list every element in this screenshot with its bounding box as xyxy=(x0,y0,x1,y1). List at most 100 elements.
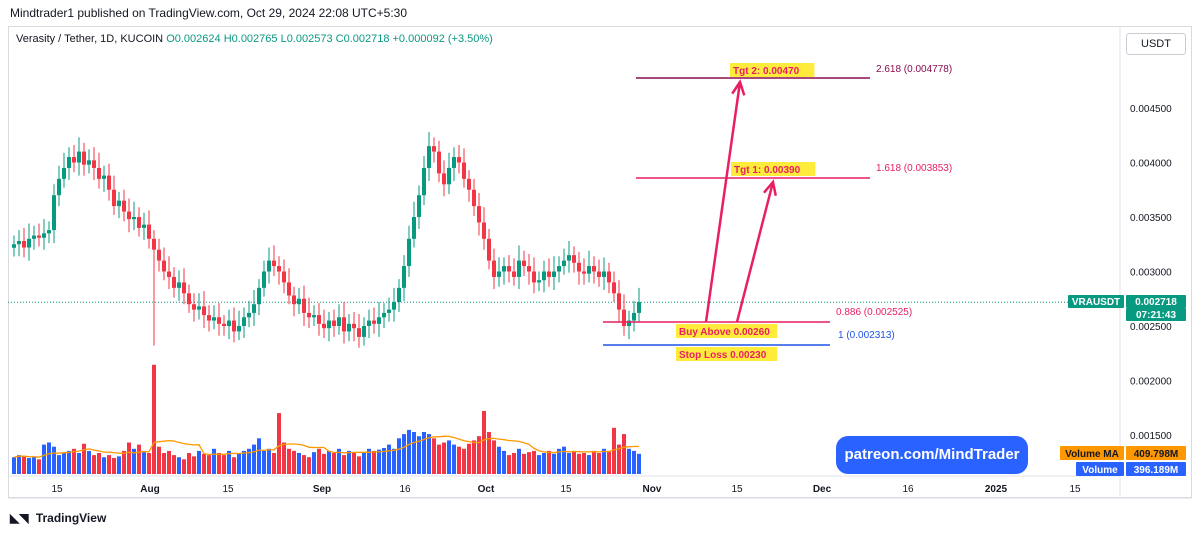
candle-body xyxy=(517,260,521,277)
candle-body xyxy=(17,240,21,245)
fib-level-label: 1.618 (0.003853) xyxy=(876,163,952,174)
candle-body xyxy=(32,235,36,239)
last-price-tag: 0.002718 xyxy=(1135,297,1177,308)
volume-bar xyxy=(217,453,221,474)
volume-bar xyxy=(602,448,606,474)
x-tick-label: 15 xyxy=(51,484,63,495)
publish-line: Mindtrader1 published on TradingView.com… xyxy=(10,6,408,20)
candle-body xyxy=(612,282,616,294)
brand-label: TradingView xyxy=(35,511,107,525)
volume-bar xyxy=(172,455,176,474)
target-arrow xyxy=(704,81,742,323)
candle-body xyxy=(102,175,106,179)
volume-bar xyxy=(362,452,366,474)
volume-bar xyxy=(572,450,576,474)
candle-body xyxy=(187,293,191,305)
candle-body xyxy=(482,222,486,239)
volume-bar xyxy=(62,453,66,474)
volume-bar xyxy=(562,446,566,474)
target-arrow xyxy=(735,181,775,323)
volume-label: Volume xyxy=(1082,465,1118,476)
candle-body xyxy=(357,328,361,337)
candle-body xyxy=(502,266,506,272)
candle-body xyxy=(497,271,501,277)
volume-bar xyxy=(12,457,16,474)
volume-value-bg xyxy=(1126,462,1186,476)
price-tick-label: 0.003000 xyxy=(1130,268,1172,279)
annotation-tgt1: Tgt 1: 0.00390 xyxy=(734,165,801,176)
annotation-tgt2: Tgt 2: 0.00470 xyxy=(733,66,800,77)
volume-bar xyxy=(632,450,636,474)
volume-bar xyxy=(357,456,361,474)
price-tick-label: 0.003500 xyxy=(1130,213,1172,224)
volume-bar xyxy=(447,440,451,474)
candle-body xyxy=(42,233,46,238)
annotation-buy: Buy Above 0.00260 xyxy=(679,327,770,338)
volume-bar xyxy=(287,448,291,474)
candle-body xyxy=(147,224,151,239)
volume-bar xyxy=(457,446,461,474)
volume-bar xyxy=(432,438,436,474)
volume-bar xyxy=(502,450,506,474)
volume-bar xyxy=(487,432,491,474)
candle-body xyxy=(127,211,131,220)
volume-layer xyxy=(12,364,641,474)
candle-body xyxy=(247,312,251,318)
volume-bar xyxy=(222,455,226,474)
candle-body xyxy=(412,217,416,239)
x-tick-label: Oct xyxy=(478,484,495,495)
patreon-watermark: patreon.com/MindTrader xyxy=(836,436,1028,474)
volume-bar xyxy=(162,453,166,474)
candle-body xyxy=(92,160,96,168)
candle-body xyxy=(77,151,81,163)
volume-bar xyxy=(132,448,136,474)
candle-body xyxy=(97,167,101,179)
symbol-line: Verasity / Tether, 1D, KUCOIN xyxy=(16,33,164,45)
candle-body xyxy=(377,317,381,324)
candle-body xyxy=(267,260,271,272)
fib-level-label: 0.886 (0.002525) xyxy=(836,307,912,318)
candle-body xyxy=(507,266,511,272)
candle-body xyxy=(602,271,606,277)
volume-bar xyxy=(322,453,326,474)
volume-bar xyxy=(262,450,266,474)
volume-bar xyxy=(477,436,481,474)
candle-body xyxy=(212,317,216,321)
volume-bar xyxy=(107,455,111,474)
x-tick-label: Dec xyxy=(813,484,832,495)
volume-bar xyxy=(52,446,56,474)
volume-bar xyxy=(202,453,206,474)
volume-bar xyxy=(32,457,36,474)
volume-bar xyxy=(622,434,626,474)
volume-bar xyxy=(102,457,106,474)
x-tick-label: 2025 xyxy=(985,484,1008,495)
volume-bar xyxy=(347,450,351,474)
candle-body xyxy=(37,235,41,238)
candle-body xyxy=(207,315,211,321)
candle-body xyxy=(597,271,601,277)
volume-bar xyxy=(517,448,521,474)
candle-body xyxy=(492,260,496,277)
volume-bar xyxy=(307,457,311,474)
candle-body xyxy=(177,282,181,288)
candle-body xyxy=(72,157,76,163)
x-tick-label: 15 xyxy=(1069,484,1081,495)
target-arrowhead xyxy=(731,79,746,96)
countdown-tag: 07:21:43 xyxy=(1136,310,1176,321)
volume-bar xyxy=(527,452,531,474)
candle-body xyxy=(22,240,26,248)
candle-body xyxy=(67,157,71,168)
candle-body xyxy=(297,298,301,305)
candle-body xyxy=(112,189,116,207)
volume-bar xyxy=(547,450,551,474)
candle-body xyxy=(367,320,371,326)
candle-body xyxy=(452,157,456,168)
candle-body xyxy=(232,320,236,332)
volume-bar xyxy=(227,450,231,474)
currency-button[interactable]: USDT xyxy=(1126,33,1186,55)
candle-body xyxy=(617,293,621,310)
volume-bar xyxy=(422,432,426,474)
candle-body xyxy=(627,320,631,326)
arrow-layer xyxy=(704,79,777,323)
